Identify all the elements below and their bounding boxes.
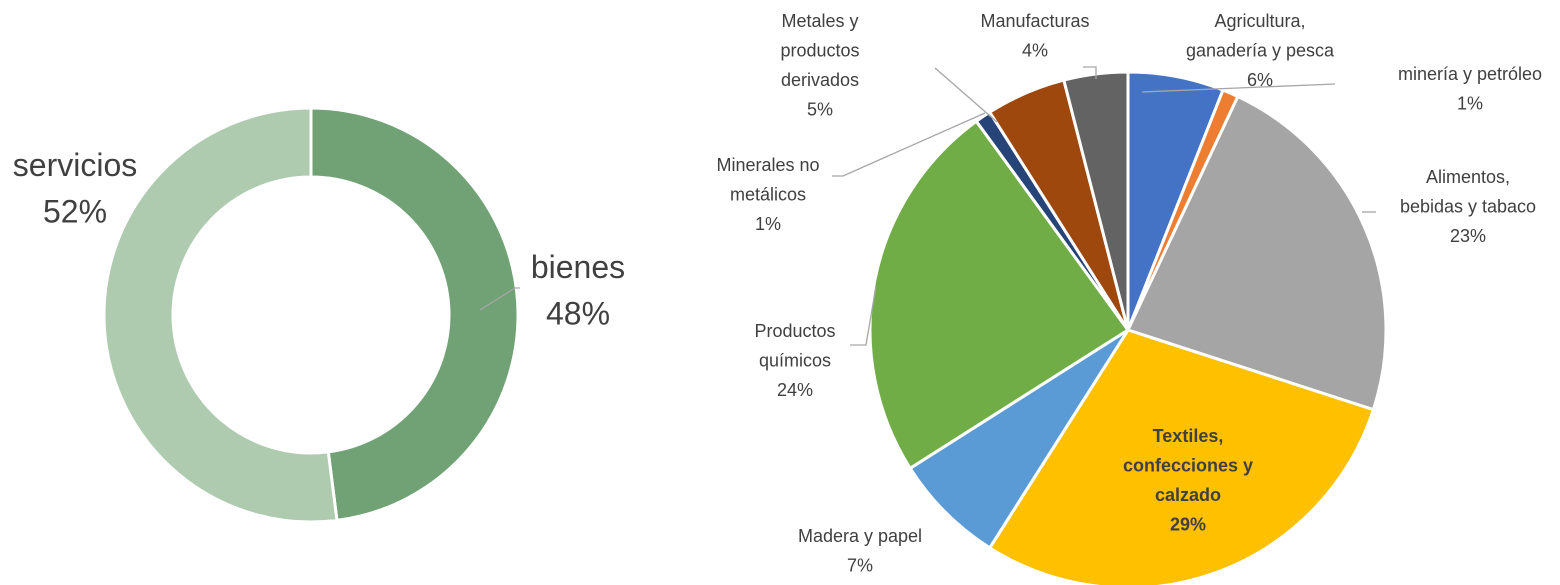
value-label: 5%	[807, 99, 833, 119]
donut-segment	[102, 106, 339, 524]
leader-line	[850, 285, 877, 346]
value-label: 1%	[1457, 93, 1483, 113]
leader-line	[1141, 83, 1336, 93]
value-label: 48%	[546, 295, 610, 331]
value-label: 24%	[777, 380, 813, 400]
value-label: 23%	[1450, 226, 1486, 246]
value-label: 29%	[1170, 514, 1206, 534]
label: Madera y papel	[798, 526, 922, 546]
donut-chart: bienes 48% servicios 52%	[13, 106, 625, 524]
label: Metales y productos derivados	[780, 11, 859, 90]
leader-line	[832, 112, 986, 177]
label: bienes	[531, 249, 625, 285]
value-label: 7%	[847, 555, 873, 575]
value-label: 6%	[1247, 70, 1273, 90]
label: servicios	[13, 147, 137, 183]
label: Minerales no metálicos	[716, 155, 819, 205]
value-label: 4%	[1022, 40, 1048, 60]
label: Manufacturas	[980, 11, 1089, 31]
label: minería y petróleo	[1398, 64, 1542, 84]
leader-line	[1083, 66, 1097, 79]
label: Agricultura, ganadería y pesca	[1186, 11, 1335, 61]
pie-chart: Agricultura, ganadería y pesca 6% minería y…	[716, 11, 1542, 585]
label: Alimentos, bebidas y tabaco	[1400, 167, 1536, 217]
pie-slice	[908, 328, 1130, 550]
label: Productos químicos	[754, 321, 835, 371]
leader-line	[934, 67, 998, 123]
value-label: 52%	[43, 193, 107, 229]
pie-slice	[1125, 94, 1388, 412]
leader-line	[479, 287, 520, 311]
value-label: 1%	[755, 214, 781, 234]
label: Textiles, confecciones y calzado	[1123, 426, 1253, 505]
donut-segment	[309, 106, 520, 523]
pie-slice	[868, 119, 1131, 471]
pie-slice	[987, 328, 1376, 585]
